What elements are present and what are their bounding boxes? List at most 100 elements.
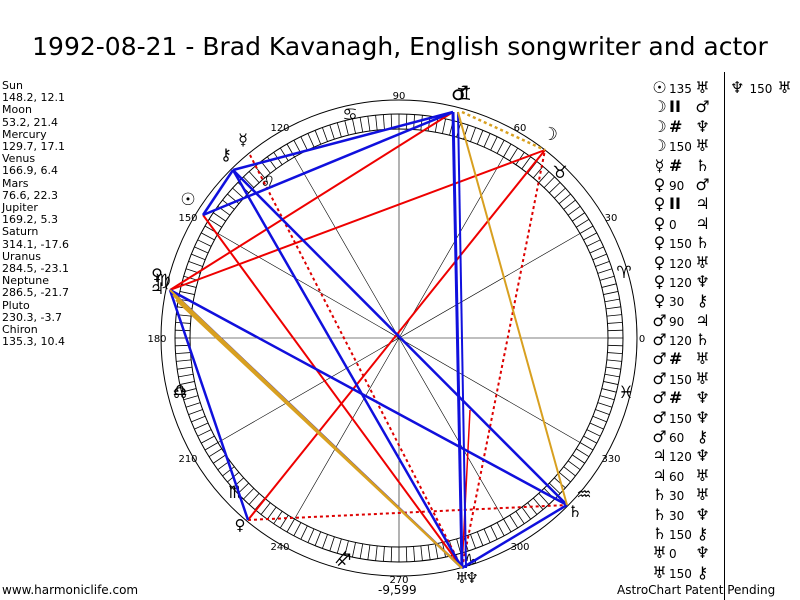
degree-tick: [367, 116, 371, 132]
degree-tick: [483, 528, 491, 543]
zodiac-sign-glyph: ♎: [172, 381, 187, 401]
degree-tick: [442, 118, 446, 134]
degree-tick: [456, 538, 462, 554]
aspect-symbol: #: [669, 116, 683, 136]
degree-tick: [307, 528, 315, 543]
aspect-symbol: 0: [669, 217, 677, 232]
degree-tick: [359, 117, 364, 133]
degree-tick: [603, 381, 619, 385]
degree-tick: [586, 429, 601, 437]
planet-values: 286.5, -21.7: [2, 286, 69, 300]
degree-tick: [509, 515, 519, 529]
degree-tick: [554, 187, 566, 199]
degree-tick: [563, 199, 576, 210]
aspect-line: [457, 111, 568, 506]
aspect-planet-2: ♅: [695, 368, 710, 388]
degree-label: 120: [270, 123, 289, 134]
extra-aspect-planet-1: ♆: [730, 78, 745, 97]
degree-tick: [427, 544, 431, 560]
degree-tick: [243, 488, 255, 500]
degree-tick: [179, 381, 195, 385]
degree-tick: [586, 239, 601, 247]
aspect-planet-2: ⚷: [696, 523, 709, 543]
degree-tick: [549, 182, 561, 194]
aspect-list-divider: [724, 72, 725, 600]
aspect-line: [451, 111, 464, 569]
aspect-row: ♀ 30 ⚷: [650, 291, 712, 310]
degree-tick: [605, 306, 621, 310]
degree-tick: [405, 114, 408, 130]
degree-tick: [521, 506, 531, 520]
degree-tick: [515, 511, 525, 524]
degree-tick: [293, 522, 302, 536]
aspect-row: ♀ 90 ♂: [650, 175, 712, 194]
degree-tick: [607, 344, 623, 347]
degree-tick: [606, 359, 622, 362]
planet-glyph: ♀: [235, 516, 246, 534]
aspect-line: [461, 503, 568, 570]
aspect-symbol: 0: [669, 547, 677, 562]
planet-glyph: ☊: [173, 384, 186, 402]
degree-tick: [607, 352, 623, 355]
degree-tick: [183, 395, 199, 401]
planet-glyph: ☉: [180, 190, 195, 210]
aspect-symbol: 150: [669, 140, 692, 155]
degree-tick: [267, 506, 277, 520]
zodiac-sign-glyph: ♈: [616, 263, 631, 283]
aspect-line: [457, 111, 467, 569]
degree-label: 300: [510, 542, 529, 553]
aspect-symbol: 150: [669, 566, 692, 581]
degree-tick: [375, 115, 378, 131]
aspect-line: [247, 504, 568, 521]
aspect-symbol: 120: [669, 275, 692, 290]
aspect-row: ♄ 30 ♆: [650, 505, 712, 524]
degree-tick: [538, 493, 550, 505]
aspect-symbol: 135: [669, 82, 692, 96]
planet-glyph: ♅: [455, 569, 468, 587]
aspect-planet-2: ♆: [695, 407, 710, 427]
aspect-symbol: 120: [669, 450, 692, 465]
planet-values: 148.2, 12.1: [2, 91, 65, 105]
degree-tick: [382, 114, 385, 130]
planet-name: Saturn: [2, 225, 39, 239]
aspect-symbol: 30: [669, 295, 685, 310]
aspect-planet-2: ♂: [695, 97, 710, 117]
degree-tick: [549, 482, 561, 494]
degree-tick: [267, 156, 277, 170]
aspect-symbol: #: [669, 349, 683, 369]
degree-tick: [336, 122, 342, 138]
degree-label: 180: [147, 334, 166, 345]
aspect-row: ♂ 120 ♄: [650, 330, 712, 349]
degree-tick: [336, 538, 342, 554]
aspect-row: ♂ 150 ♅: [650, 369, 712, 388]
degree-tick: [329, 124, 335, 140]
planet-glyph: ♃: [150, 279, 164, 298]
degree-tick: [390, 546, 393, 562]
degree-tick: [390, 114, 393, 130]
aspect-planet-2: ♆: [695, 388, 710, 408]
degree-tick: [597, 402, 613, 408]
planet-glyph: ♆: [465, 569, 478, 587]
planet-name: Moon: [2, 103, 32, 117]
degree-tick: [197, 239, 212, 247]
degree-tick: [543, 176, 555, 188]
degree-tick: [563, 466, 576, 477]
planet-values: 135.3, 10.4: [2, 335, 65, 349]
degree-label: 330: [601, 454, 620, 465]
site-link[interactable]: www.harmoniclife.com: [2, 583, 139, 597]
degree-label: 0: [639, 334, 645, 345]
aspect-planet-1: ♄: [652, 523, 667, 543]
planet-values: 129.7, 17.1: [2, 140, 65, 154]
aspect-row: ♀ 0 ♃: [650, 214, 712, 233]
planet-glyph: ⚷: [220, 145, 232, 164]
degree-tick: [558, 472, 571, 483]
aspect-row: ♂ 60 ⚷: [650, 427, 712, 446]
planet-glyph: ♄: [568, 502, 582, 521]
planet-glyph: ♂: [451, 81, 469, 105]
extra-aspect: ♆ 150 ♅: [730, 78, 792, 97]
degree-tick: [191, 415, 206, 423]
aspect-planet-1: ☽: [652, 116, 667, 136]
aspect-row: ♀ 120 ♅: [650, 253, 712, 272]
degree-tick: [420, 115, 423, 131]
degree-tick: [286, 518, 295, 533]
